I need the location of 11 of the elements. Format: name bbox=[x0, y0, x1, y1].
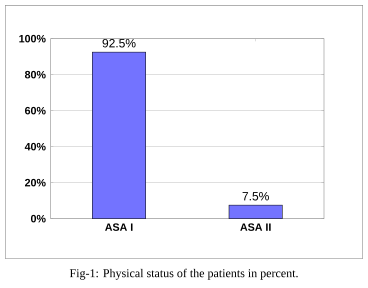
x-tick-label: ASA II bbox=[240, 223, 271, 231]
y-tick-label: 40% bbox=[24, 142, 46, 150]
y-tick-label: 60% bbox=[25, 106, 46, 114]
y-tick-label: 100% bbox=[19, 34, 46, 42]
text: Fig-1: Physical status of the patients in percent. bbox=[70, 268, 298, 280]
data-label: 92.5% bbox=[102, 38, 136, 48]
y-tick-label: 80% bbox=[24, 70, 46, 78]
data-label: 7.5% bbox=[242, 192, 269, 200]
y-tick-label: 20% bbox=[24, 178, 46, 186]
y-tick-label: 0% bbox=[30, 214, 46, 222]
x-tick-label: ASA I bbox=[105, 223, 133, 231]
